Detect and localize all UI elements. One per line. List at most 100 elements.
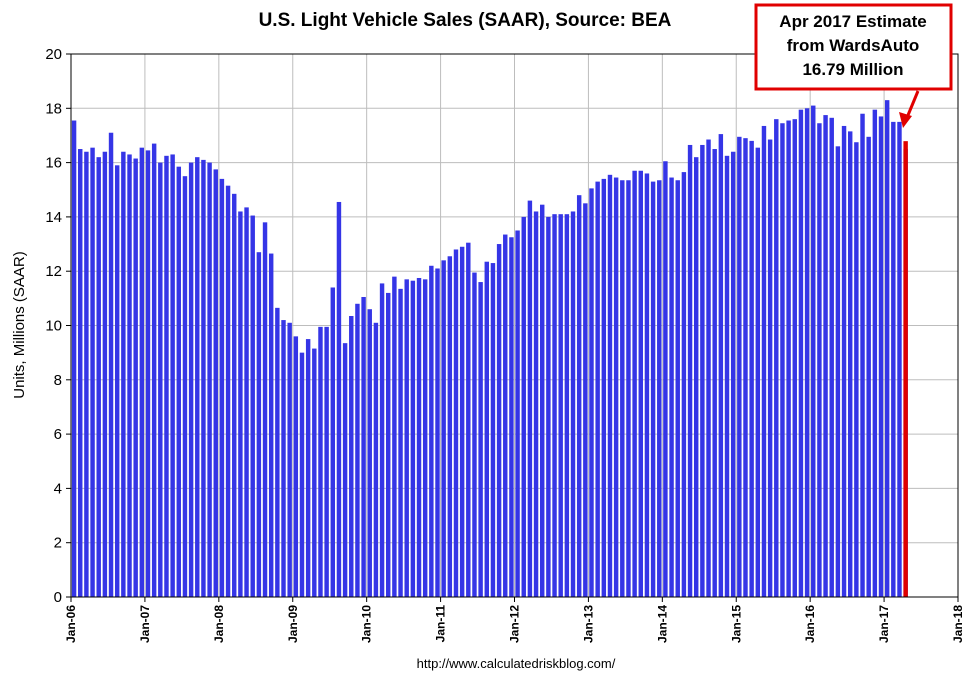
bar (638, 170, 643, 597)
bar (804, 108, 810, 598)
bar (724, 155, 730, 597)
bar (743, 138, 748, 598)
bar (182, 176, 188, 598)
bar (823, 115, 828, 598)
bar (835, 146, 841, 597)
bar (127, 154, 132, 597)
bar (496, 244, 502, 598)
x-tick-label: Jan-12 (508, 605, 522, 643)
bar (256, 252, 262, 597)
bar (607, 174, 613, 597)
bar (786, 120, 791, 597)
bar (398, 288, 403, 597)
bar (681, 172, 687, 598)
x-tick-label: Jan-18 (951, 605, 965, 643)
y-tick-label: 6 (54, 426, 62, 443)
bar (755, 147, 761, 598)
bar (472, 272, 477, 597)
bar (435, 268, 440, 597)
bar (540, 204, 545, 597)
bar (299, 352, 305, 597)
bar (490, 263, 496, 597)
bar (102, 151, 108, 598)
bar (811, 105, 816, 598)
x-tick-label: Jan-11 (434, 605, 448, 643)
bar (503, 234, 508, 598)
bar (466, 242, 471, 597)
annotation-callout: Apr 2017 Estimate from WardsAuto 16.79 M… (754, 3, 953, 128)
bar (761, 125, 767, 597)
bar (847, 131, 853, 597)
bar (151, 143, 157, 597)
bar (866, 136, 871, 597)
x-tick-label: Jan-06 (64, 605, 78, 643)
bar (484, 261, 489, 597)
bar (626, 180, 631, 597)
bar (527, 200, 533, 598)
bar (176, 166, 182, 598)
x-tick-label: Jan-13 (581, 605, 595, 643)
x-tick-label: Jan-07 (138, 605, 152, 643)
bar (312, 348, 317, 597)
bar (262, 222, 268, 597)
bar (121, 151, 126, 598)
bar (669, 177, 674, 597)
bar (342, 343, 348, 597)
bar (878, 116, 884, 597)
x-tick-label: Jan-15 (729, 605, 743, 643)
bar (355, 303, 360, 597)
x-tick-label: Jan-08 (212, 605, 226, 643)
bar (281, 320, 286, 597)
bar (509, 237, 514, 597)
bar (718, 134, 724, 597)
bar (774, 119, 779, 597)
bar (693, 157, 699, 598)
bar (84, 151, 89, 598)
bar (78, 149, 83, 597)
bar (459, 246, 465, 597)
plot-frame (70, 53, 959, 598)
bar (96, 157, 101, 598)
bar (287, 322, 292, 597)
y-tick-label: 0 (54, 589, 62, 606)
x-tick-label: Jan-17 (877, 605, 891, 643)
y-tick-label: 8 (54, 372, 62, 389)
bar (114, 165, 120, 597)
bar (164, 155, 169, 597)
bar (422, 279, 428, 597)
bar (706, 139, 711, 597)
y-tick-label: 18 (45, 100, 62, 117)
x-tick-label: Jan-10 (360, 605, 374, 643)
bar (891, 121, 896, 597)
bar (650, 181, 656, 598)
bar (663, 161, 668, 597)
bar (238, 211, 243, 597)
bar (158, 162, 163, 597)
bar (632, 170, 637, 597)
bar (829, 117, 834, 598)
x-tick-label: Jan-09 (286, 605, 300, 643)
bar (552, 214, 557, 597)
bar (268, 253, 274, 598)
bar (373, 322, 379, 597)
bar (521, 216, 526, 597)
bar (429, 265, 434, 597)
bar (576, 195, 582, 597)
bar (897, 121, 902, 597)
x-tick-label: Jan-16 (803, 605, 817, 643)
bar (675, 180, 680, 597)
bar (589, 188, 594, 597)
bar (657, 180, 662, 597)
bar (767, 139, 773, 597)
bar (453, 249, 459, 598)
plot-area: 0 2 4 6 8 10 12 14 16 18 20 Jan-06 Jan-07 Jan-08 Jan-0… (45, 46, 965, 643)
bar (90, 147, 95, 598)
source-url: http://www.calculatedriskblog.com/ (417, 656, 616, 671)
estimate-bar (903, 141, 908, 598)
bar (416, 277, 422, 597)
bar (546, 216, 551, 597)
x-tick-label: Jan-14 (655, 605, 669, 643)
bar (207, 162, 212, 597)
y-tick-label: 20 (45, 46, 62, 63)
y-axis-label: Units, Millions (SAAR) (11, 251, 28, 399)
